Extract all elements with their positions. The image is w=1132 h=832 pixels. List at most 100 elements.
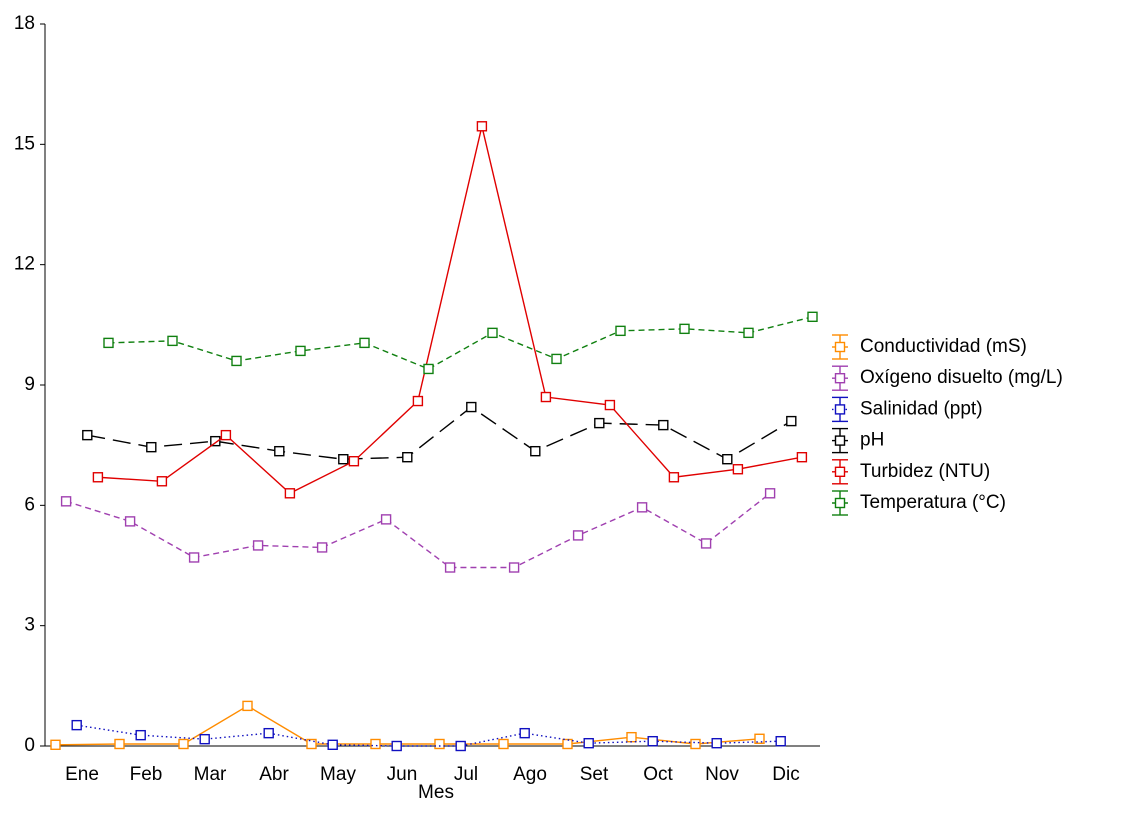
legend-label: Temperatura (°C) <box>860 492 1006 513</box>
point-marker <box>754 733 765 744</box>
point-marker <box>188 552 200 563</box>
point-marker <box>359 337 370 349</box>
point-marker <box>306 738 317 750</box>
point-marker <box>679 323 690 335</box>
x-tick-label: Mar <box>194 764 227 785</box>
y-tick-label: 12 <box>14 254 35 275</box>
point-marker <box>135 729 146 741</box>
y-tick-label: 9 <box>24 374 35 395</box>
point-marker <box>82 429 93 441</box>
series-line <box>76 724 781 747</box>
point-marker <box>508 562 520 573</box>
x-tick-label: Feb <box>130 764 163 785</box>
point-marker <box>444 562 456 573</box>
legend-label: Conductividad (mS) <box>860 336 1027 357</box>
point-marker <box>764 488 776 499</box>
point-marker <box>338 454 349 465</box>
point-marker <box>690 738 701 750</box>
series-line <box>55 705 760 746</box>
point-marker <box>743 327 754 339</box>
point-marker <box>583 737 594 749</box>
point-marker <box>594 417 605 429</box>
point-marker <box>615 325 626 337</box>
legend-label: pH <box>860 430 884 451</box>
point-marker <box>434 738 445 750</box>
point-marker <box>242 700 253 712</box>
y-tick-label: 3 <box>24 615 35 636</box>
legend-label: Oxígeno disuelto (mg/L) <box>860 367 1063 388</box>
point-marker <box>220 429 232 441</box>
x-tick-label: Set <box>580 764 609 785</box>
point-marker <box>199 733 210 745</box>
point-marker <box>423 363 434 375</box>
point-marker <box>668 472 680 483</box>
point-marker <box>775 735 786 747</box>
point-marker <box>71 719 82 731</box>
legend-label: Salinidad (ppt) <box>860 398 983 419</box>
point-marker <box>530 445 541 457</box>
y-tick-label: 15 <box>14 133 35 154</box>
x-tick-label: Ene <box>65 764 99 785</box>
point-marker <box>114 738 125 750</box>
x-axis-label: Mes <box>418 782 454 803</box>
point-marker <box>562 738 573 750</box>
point-marker <box>156 476 168 487</box>
legend-marker <box>834 466 846 477</box>
series-line <box>108 316 813 370</box>
legend-label: Turbidez (NTU) <box>860 461 990 482</box>
point-marker <box>348 456 360 467</box>
x-tick-label: Jul <box>454 764 478 785</box>
legend-marker <box>834 404 846 415</box>
point-marker <box>700 538 712 549</box>
point-marker <box>252 540 264 551</box>
x-tick-label: Dic <box>772 764 799 785</box>
series-line <box>65 492 771 569</box>
point-marker <box>476 121 488 132</box>
point-marker <box>807 311 818 323</box>
x-tick-label: May <box>320 764 356 785</box>
series-line <box>87 406 792 461</box>
x-tick-label: Jun <box>387 764 418 785</box>
point-marker <box>626 731 637 743</box>
point-marker <box>540 391 552 403</box>
point-marker <box>274 445 285 457</box>
point-marker <box>327 739 338 750</box>
point-marker <box>551 353 562 365</box>
legend-marker <box>834 341 846 353</box>
y-tick-label: 6 <box>24 494 35 515</box>
x-tick-label: Oct <box>643 764 673 785</box>
point-marker <box>732 464 744 475</box>
point-marker <box>604 399 616 411</box>
point-marker <box>284 488 296 499</box>
point-marker <box>711 737 722 749</box>
x-tick-label: Abr <box>259 764 289 785</box>
point-marker <box>210 435 221 447</box>
point-marker <box>370 738 381 750</box>
point-marker <box>231 355 242 367</box>
point-marker <box>124 516 136 527</box>
point-marker <box>316 542 328 553</box>
point-marker <box>412 395 424 407</box>
point-marker <box>636 502 648 513</box>
point-marker <box>796 452 808 463</box>
point-marker <box>178 738 189 750</box>
y-tick-label: 18 <box>14 13 35 34</box>
point-marker <box>647 735 658 747</box>
point-marker <box>786 415 797 427</box>
point-marker <box>402 452 413 463</box>
x-tick-label: Ago <box>513 764 547 785</box>
point-marker <box>391 740 402 752</box>
point-marker <box>466 401 477 413</box>
legend-marker <box>834 373 846 384</box>
point-marker <box>498 738 509 750</box>
point-marker <box>487 327 498 339</box>
point-marker <box>146 441 157 453</box>
y-tick-label: 0 <box>24 735 35 756</box>
x-tick-label: Nov <box>705 764 739 785</box>
point-marker <box>658 419 669 431</box>
point-marker <box>519 727 530 739</box>
point-marker <box>295 345 306 357</box>
point-marker <box>722 454 733 465</box>
point-marker <box>92 472 104 483</box>
